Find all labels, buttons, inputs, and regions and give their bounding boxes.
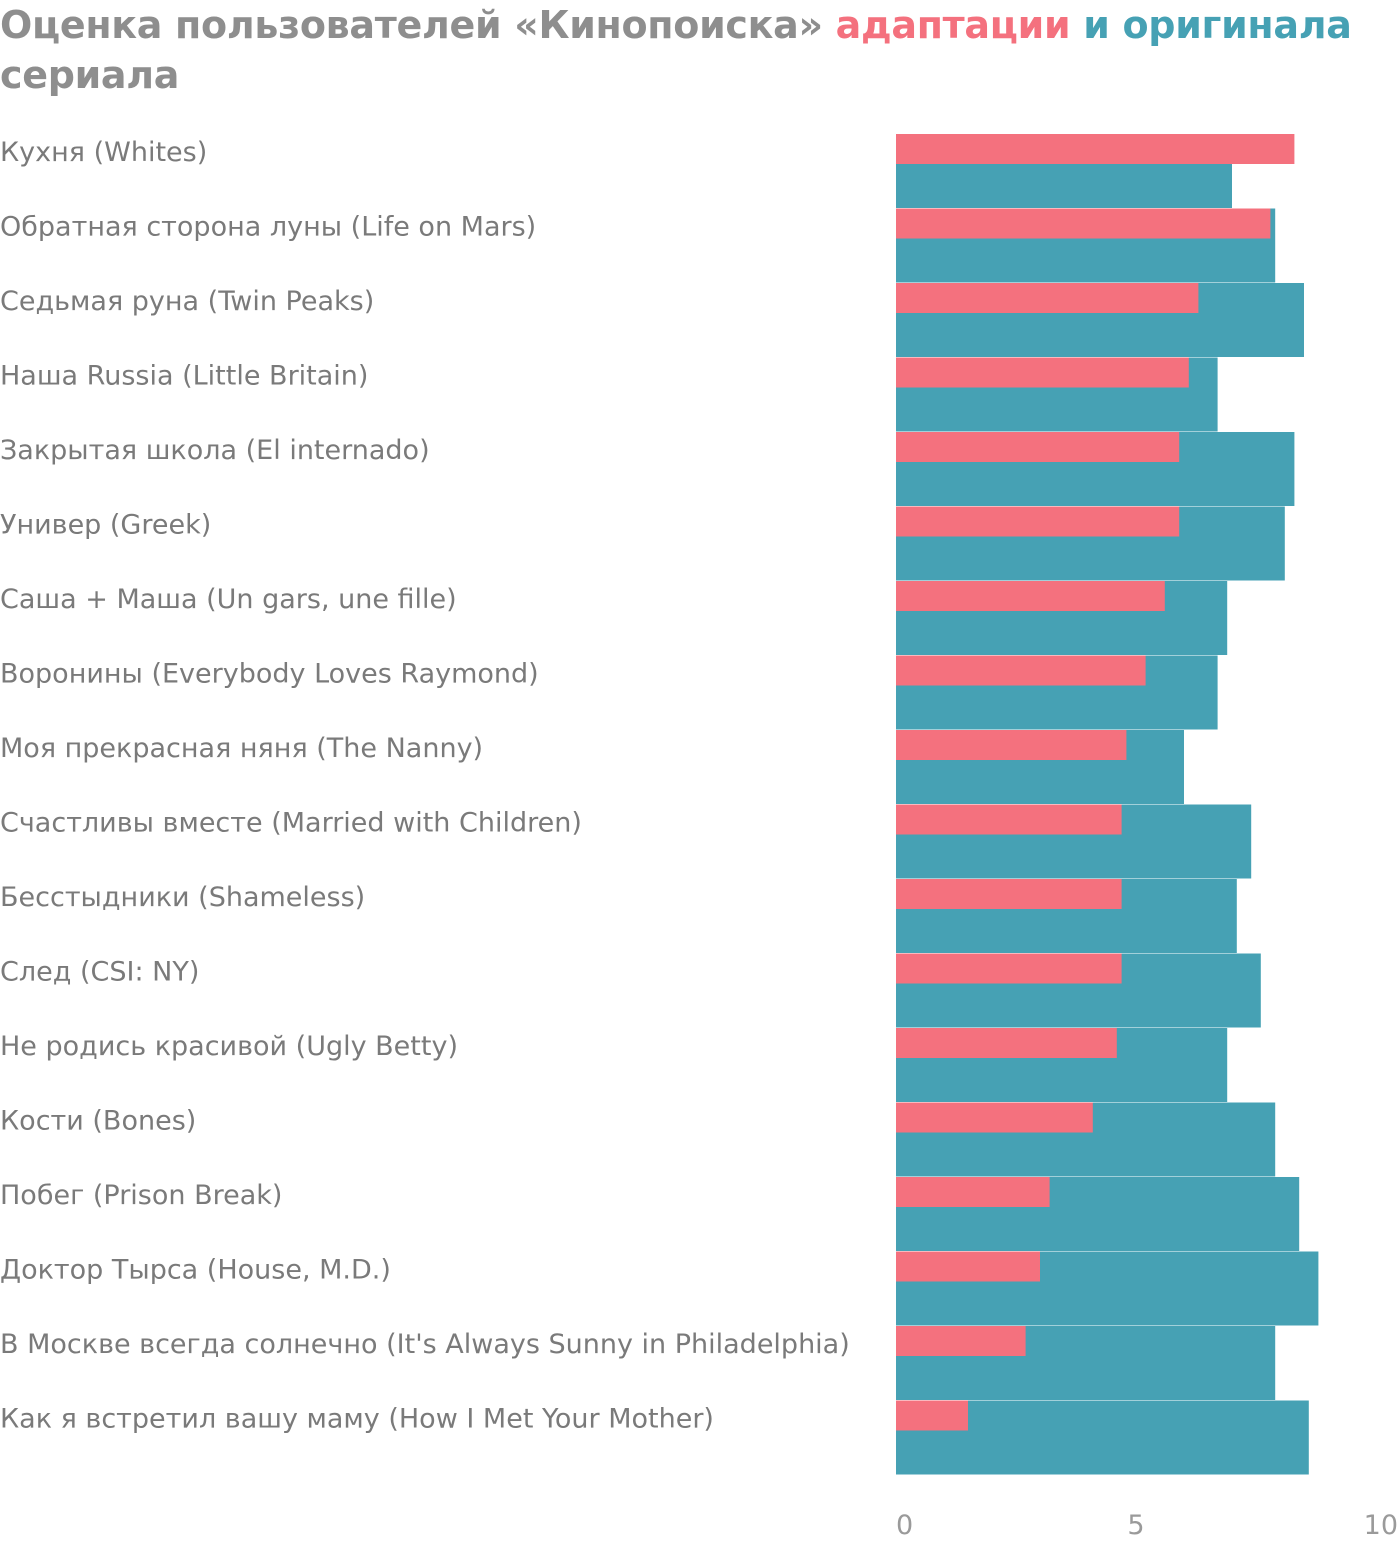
category-label: Как я встретил вашу маму (How I Met Your… [0, 1404, 714, 1435]
category-label: Побег (Prison Break) [0, 1180, 282, 1211]
bar-adaptation [896, 730, 1127, 760]
chart-title: Оценка пользователей «Кинопоиска» адапта… [0, 0, 1390, 100]
bar-adaptation [896, 134, 1295, 164]
category-label: Универ (Greek) [0, 510, 211, 541]
title-tail: сериала [0, 53, 180, 97]
x-tick-label: 0 [896, 1510, 913, 1541]
category-label: Моя прекрасная няня (The Nanny) [0, 733, 483, 764]
category-label: Кости (Bones) [0, 1106, 196, 1137]
bar-adaptation [896, 208, 1271, 239]
x-tick-label: 5 [1127, 1510, 1144, 1541]
category-label: Счастливы вместе (Married with Children) [0, 808, 582, 839]
bar-adaptation [896, 804, 1122, 835]
category-label: Седьмая руна (Twin Peaks) [0, 286, 374, 317]
bar-adaptation [896, 655, 1146, 686]
category-label: Обратная сторона луны (Life on Mars) [0, 212, 536, 243]
bar-adaptation [896, 953, 1122, 984]
bar-adaptation [896, 1177, 1050, 1207]
bar-adaptation [896, 1028, 1117, 1058]
bar-adaptation [896, 581, 1165, 611]
category-label: Доктор Тырса (House, M.D.) [0, 1255, 391, 1286]
bar-adaptation [896, 1326, 1026, 1356]
bar-adaptation [896, 1251, 1040, 1282]
title-lead: Оценка пользователей «Кинопоиска» [0, 3, 823, 47]
category-label: В Москве всегда солнечно (It's Always Su… [0, 1329, 850, 1360]
bar-adaptation [896, 506, 1180, 537]
title-adaptation: адаптации [835, 3, 1071, 47]
bar-adaptation [896, 432, 1180, 462]
category-label: Кухня (Whites) [0, 137, 207, 168]
bar-adaptation [896, 1400, 968, 1431]
category-label: Наша Russia (Little Britain) [0, 361, 368, 392]
title-joiner: и [1083, 3, 1110, 47]
category-label: След (CSI: NY) [0, 957, 199, 988]
category-label: Бесстыдники (Shameless) [0, 882, 365, 913]
category-label: Саша + Маша (Un gars, une fille) [0, 584, 457, 615]
title-original: оригинала [1122, 3, 1352, 47]
category-label: Не родись красивой (Ugly Betty) [0, 1031, 458, 1062]
bar-adaptation [896, 1102, 1093, 1133]
bar-adaptation [896, 357, 1189, 388]
category-label: Закрытая школа (El internado) [0, 435, 430, 466]
bar-adaptation [896, 879, 1122, 909]
x-tick-label: 10 [1364, 1510, 1398, 1541]
bar-adaptation [896, 283, 1199, 313]
category-label: Воронины (Everybody Loves Raymond) [0, 659, 539, 690]
